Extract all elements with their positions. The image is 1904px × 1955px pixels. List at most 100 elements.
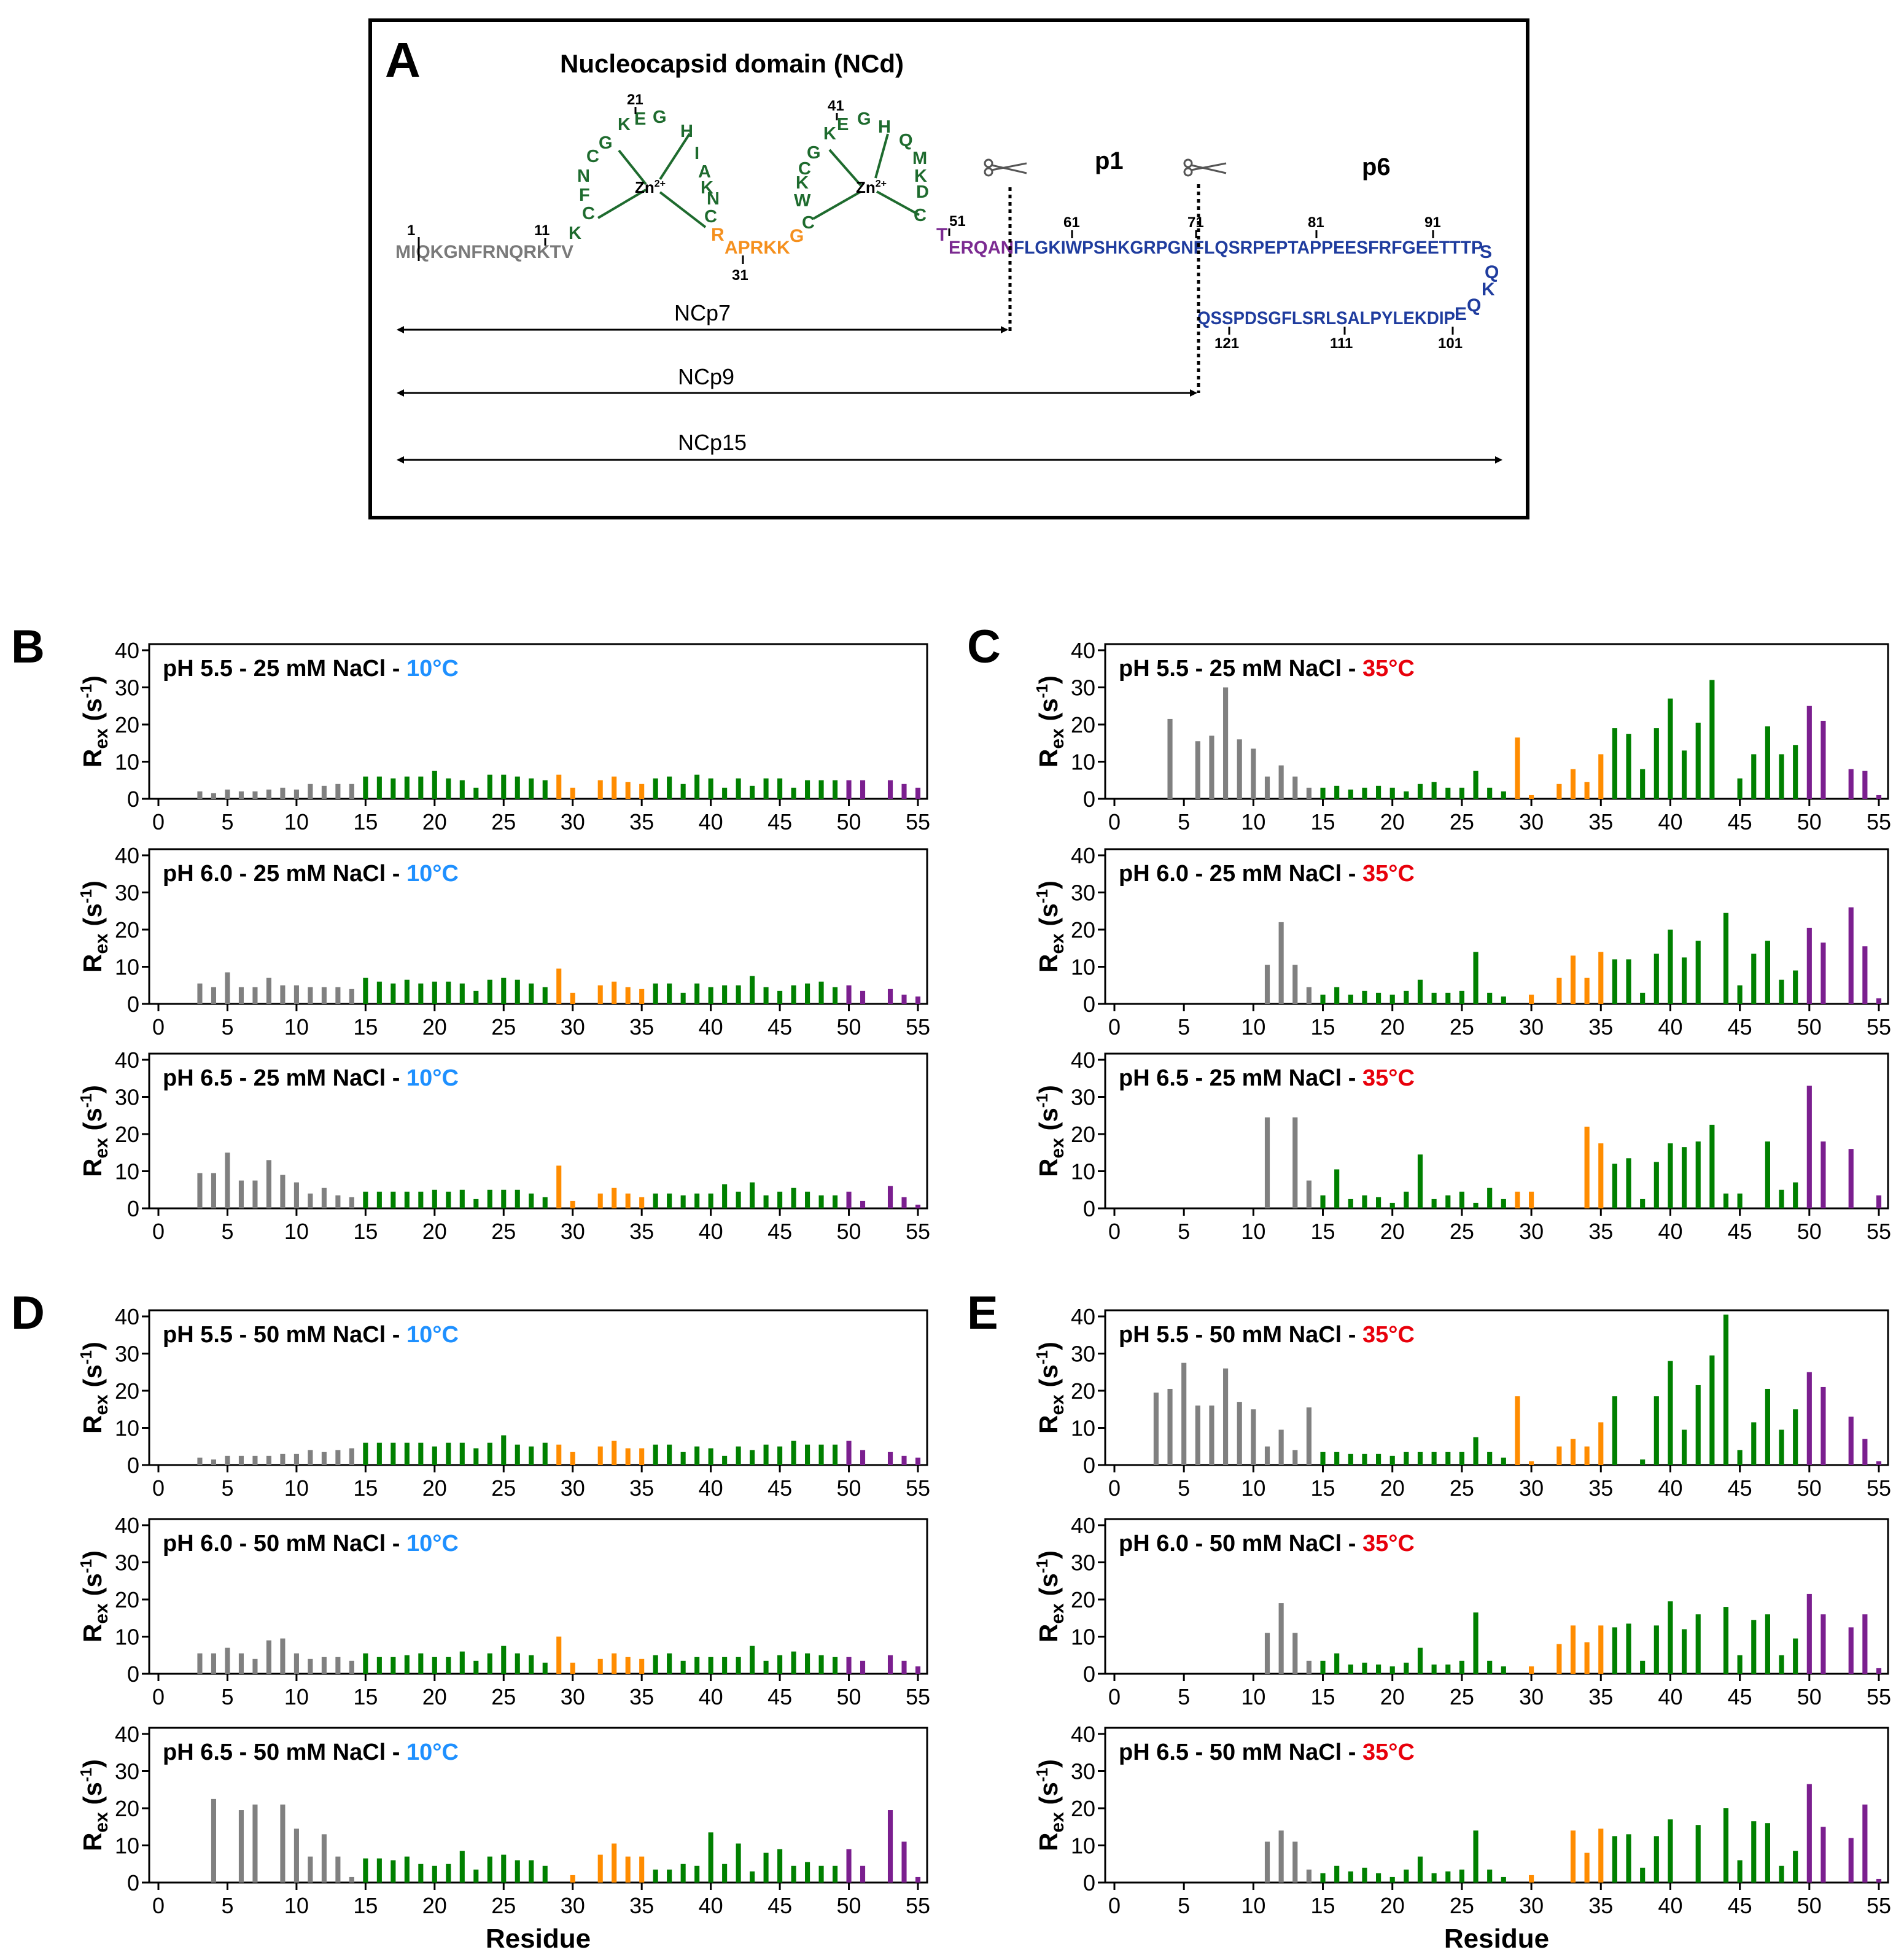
x-tick-label: 5 xyxy=(1178,1684,1190,1709)
bar-residue-49 xyxy=(1793,1851,1798,1883)
temperature-text: 10°C xyxy=(406,1065,459,1091)
bar-residue-24 xyxy=(487,1653,492,1674)
bar-residue-36 xyxy=(653,983,658,1004)
bar-residue-4 xyxy=(211,1653,217,1674)
bar-residue-35 xyxy=(639,1448,645,1465)
bar-residue-35 xyxy=(639,783,645,799)
bar-residue-51 xyxy=(1820,1386,1826,1465)
bar-residue-33 xyxy=(1570,955,1576,1004)
zf1-residue: G xyxy=(599,133,613,153)
bar-residue-17 xyxy=(391,1860,396,1883)
p1-label: p1 xyxy=(1095,147,1124,174)
bar-residue-14 xyxy=(349,783,354,799)
bar-residue-55 xyxy=(1876,1878,1882,1883)
zf1-residue: K xyxy=(701,178,713,198)
bar-residue-51 xyxy=(860,780,866,799)
bar-residue-17 xyxy=(1348,1664,1353,1674)
bar-residue-51 xyxy=(860,1450,866,1465)
bar-residue-34 xyxy=(625,782,631,799)
bar-residue-25 xyxy=(1459,1869,1464,1883)
bar-residue-51 xyxy=(1820,1141,1826,1208)
x-tick-label: 45 xyxy=(767,1219,792,1244)
bar-residue-41 xyxy=(1682,1629,1687,1674)
chart-condition-title: pH 5.5 - 50 mM NaCl - 10°C xyxy=(163,1322,459,1348)
x-tick-label: 0 xyxy=(152,1684,165,1709)
bar-residue-23 xyxy=(473,1199,479,1208)
x-tick-label: 25 xyxy=(491,1219,516,1244)
bar-residue-13 xyxy=(1292,1841,1298,1883)
bar-residue-7 xyxy=(252,1658,258,1674)
bar-residue-5 xyxy=(225,1152,230,1208)
bar-residue-23 xyxy=(1431,1452,1437,1465)
bar-residue-47 xyxy=(805,1862,810,1883)
bar-residue-28 xyxy=(542,1865,548,1883)
bar-residue-30 xyxy=(1529,994,1534,1004)
bar-residue-28 xyxy=(1501,1457,1506,1465)
chart-panel: 0 10 20 30 40 0 5 10 15 20 25 30 35 40 45 50 55 Rex (s-1)… xyxy=(77,1513,930,1709)
bar-residue-23 xyxy=(473,787,479,799)
x-tick-label: 20 xyxy=(1380,1475,1405,1501)
bar-residue-30 xyxy=(570,1200,575,1208)
bar-residue-16 xyxy=(1334,1452,1340,1465)
bar-residue-49 xyxy=(833,1657,838,1674)
y-tick-label: 40 xyxy=(115,1513,139,1538)
x-tick-label: 30 xyxy=(561,1475,585,1501)
bar-residue-3 xyxy=(197,1653,203,1674)
bar-residue-12 xyxy=(321,785,327,799)
bar-residue-37 xyxy=(1626,1158,1631,1208)
x-tick-label: 55 xyxy=(906,1475,930,1501)
bar-residue-35 xyxy=(1598,1829,1604,1883)
bar-residue-18 xyxy=(1362,1195,1367,1208)
bar-residue-28 xyxy=(542,1662,548,1674)
bar-residue-45 xyxy=(1737,1450,1743,1465)
y-tick-label: 40 xyxy=(1071,1047,1095,1073)
bar-residue-14 xyxy=(349,1660,354,1674)
zf2-residue: H xyxy=(878,117,891,137)
bar-residue-13 xyxy=(1292,1117,1298,1208)
label-residue-81: 81 xyxy=(1308,214,1324,231)
bar-residue-21 xyxy=(446,1191,451,1208)
bar-residue-11 xyxy=(308,1856,313,1883)
y-tick-label: 20 xyxy=(1071,917,1095,943)
bar-residue-54 xyxy=(1862,946,1868,1004)
bar-residue-11 xyxy=(1264,1841,1270,1883)
bar-residue-19 xyxy=(418,1442,424,1465)
bar-residue-32 xyxy=(597,1193,603,1208)
bar-residue-11 xyxy=(1264,776,1270,799)
bar-residue-20 xyxy=(1389,994,1395,1004)
bar-residue-47 xyxy=(1765,941,1770,1004)
bar-residue-7 xyxy=(252,1455,258,1465)
bar-residue-23 xyxy=(1431,1664,1437,1674)
x-tick-label: 45 xyxy=(767,1893,792,1918)
x-tick-label: 5 xyxy=(221,1684,233,1709)
bar-residue-44 xyxy=(1723,1314,1729,1465)
bar-residue-27 xyxy=(529,1446,534,1465)
bar-residue-23 xyxy=(473,1869,479,1883)
chart-frame xyxy=(148,1727,928,1884)
bar-residue-19 xyxy=(1376,992,1381,1004)
temperature-text: 35°C xyxy=(1362,1065,1415,1091)
x-tick-label: 35 xyxy=(629,1684,654,1709)
bar-residue-12 xyxy=(1278,765,1284,799)
x-tick-label: 30 xyxy=(1519,1684,1544,1709)
bar-residue-47 xyxy=(1765,726,1770,799)
x-tick-label: 0 xyxy=(1108,1893,1121,1918)
y-tick-label: 10 xyxy=(1071,1833,1095,1859)
y-tick-label: 30 xyxy=(115,880,139,906)
bar-residue-47 xyxy=(1765,1823,1770,1883)
bar-residue-30 xyxy=(1529,1666,1534,1674)
bar-residue-42 xyxy=(1695,1141,1701,1208)
bar-residue-42 xyxy=(736,1657,741,1674)
bar-residue-22 xyxy=(459,1189,465,1208)
y-tick-label: 30 xyxy=(1071,675,1095,701)
x-tick-label: 35 xyxy=(629,1893,654,1918)
label-residue-41: 41 xyxy=(828,98,844,114)
chart-frame xyxy=(148,848,928,1005)
bar-residue-42 xyxy=(1695,1614,1701,1674)
bar-residue-49 xyxy=(1793,1638,1798,1674)
bar-residue-25 xyxy=(501,1435,507,1465)
x-tick-label: 35 xyxy=(1588,1219,1613,1244)
residue-number-ticks-bottom xyxy=(1228,327,1454,335)
x-tick-label: 45 xyxy=(1728,1014,1752,1040)
bar-residue-44 xyxy=(763,1195,769,1208)
